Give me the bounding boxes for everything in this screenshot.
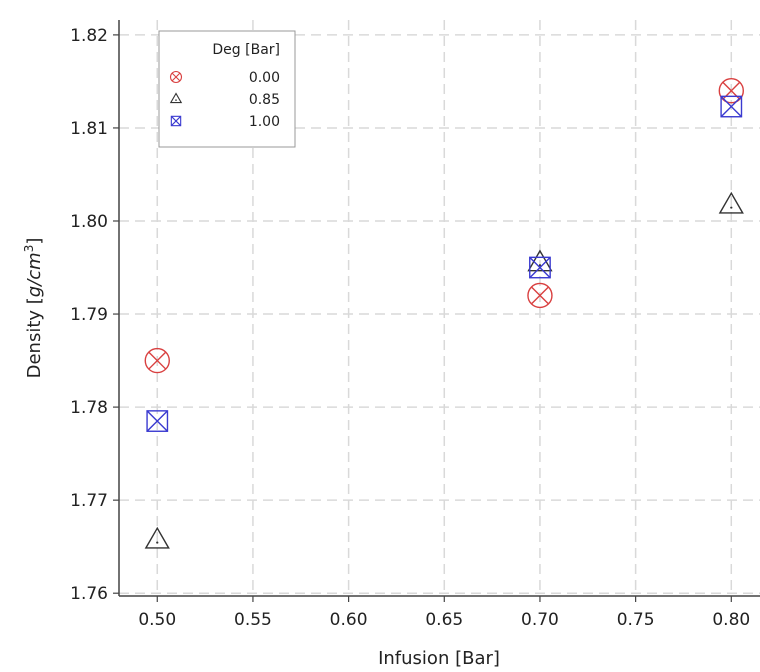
legend-box (158, 30, 296, 148)
y-ticks: 1.76 1.77 1.78 1.79 1.80 1.81 1.82 (70, 26, 119, 604)
data-point-square-x (720, 95, 743, 118)
y-tick-label: 1.81 (70, 119, 108, 139)
y-tick-label: 1.78 (70, 398, 108, 418)
legend-marker-circle-x (169, 70, 183, 84)
data-points (144, 78, 744, 549)
x-tick-label: 0.75 (617, 610, 655, 630)
y-tick-label: 1.82 (70, 26, 108, 46)
x-tick-label: 0.60 (330, 610, 368, 630)
y-tick-label: 1.79 (70, 305, 108, 325)
y-tick-label: 1.80 (70, 212, 108, 232)
data-point-triangle (718, 191, 744, 214)
y-axis-label: Density [g/cm3] (22, 238, 45, 379)
legend-title: Deg [Bar] (212, 42, 280, 58)
y-tick-label: 1.76 (70, 584, 108, 604)
x-tick-label: 0.80 (712, 610, 750, 630)
x-ticks: 0.50 0.55 0.60 0.65 0.70 0.75 0.80 (138, 596, 750, 630)
data-point-circle-x (527, 282, 553, 309)
legend-label: 0.85 (249, 92, 280, 108)
legend-marker-triangle (169, 92, 183, 104)
data-point-square-x (529, 256, 551, 279)
legend-marker-square-x (170, 115, 182, 127)
x-tick-label: 0.55 (234, 610, 272, 630)
data-point-circle-x (144, 347, 170, 374)
data-point-square-x (146, 410, 169, 432)
x-axis-label: Infusion [Bar] (378, 648, 500, 669)
x-tick-label: 0.70 (521, 610, 559, 630)
data-point-triangle (144, 526, 170, 549)
legend-label: 1.00 (249, 114, 280, 130)
legend-label: 0.00 (249, 70, 280, 86)
x-tick-label: 0.65 (425, 610, 463, 630)
data-point-triangle (527, 249, 553, 272)
legend: Deg [Bar] 0.00 0.85 1.00 (158, 30, 296, 148)
y-tick-label: 1.77 (70, 491, 108, 511)
legend-items: 0.00 0.85 1.00 (169, 70, 280, 130)
x-tick-label: 0.50 (138, 610, 176, 630)
